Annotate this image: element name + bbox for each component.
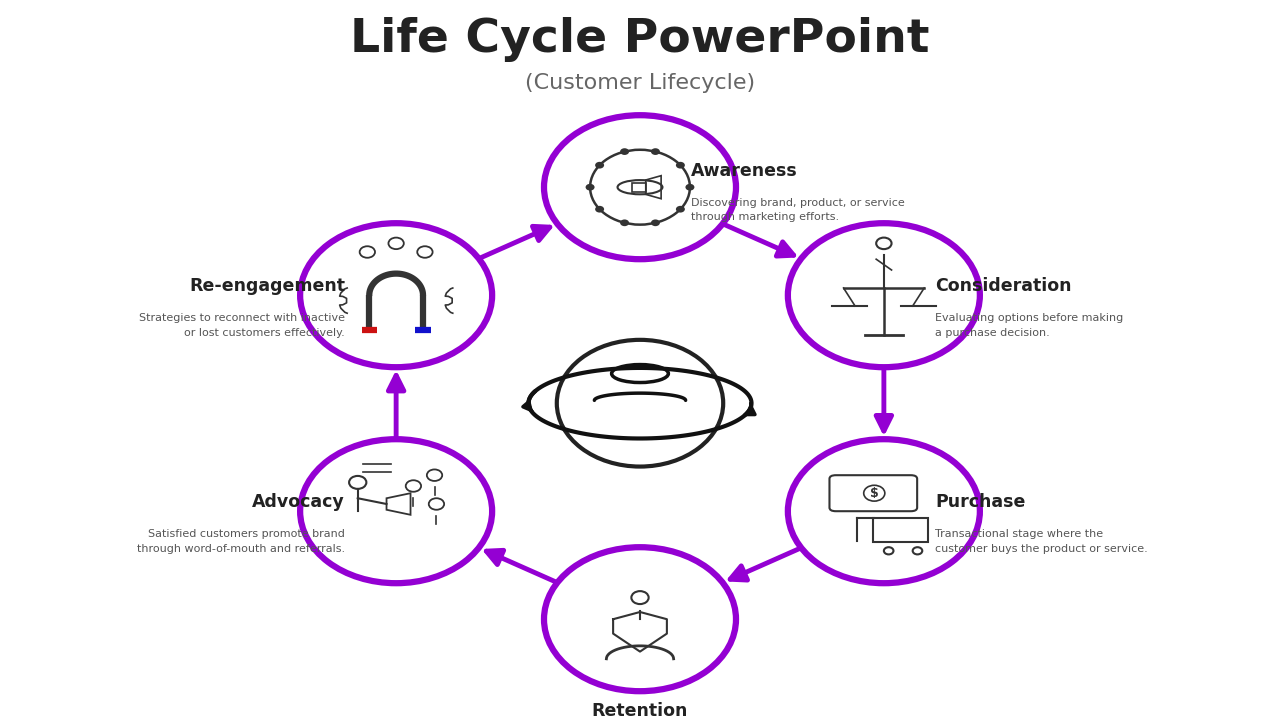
Text: (Customer Lifecycle): (Customer Lifecycle) [525, 73, 755, 93]
Text: Discovering brand, product, or service
through marketing efforts.: Discovering brand, product, or service t… [691, 198, 905, 222]
Text: Purchase: Purchase [936, 493, 1025, 511]
Text: Advocacy: Advocacy [252, 493, 344, 511]
Ellipse shape [544, 115, 736, 259]
Ellipse shape [685, 184, 695, 191]
Text: Life Cycle PowerPoint: Life Cycle PowerPoint [351, 17, 929, 62]
Ellipse shape [300, 439, 492, 583]
Ellipse shape [595, 206, 604, 212]
Ellipse shape [652, 148, 660, 155]
Text: Awareness: Awareness [691, 162, 797, 180]
Text: Satisfied customers promote brand
through word-of-mouth and referrals.: Satisfied customers promote brand throug… [137, 529, 344, 554]
Ellipse shape [620, 220, 628, 226]
Ellipse shape [544, 547, 736, 691]
Text: $: $ [870, 487, 878, 500]
Text: Retention: Retention [591, 702, 689, 720]
Ellipse shape [788, 439, 980, 583]
Text: Strategies to reconnect with inactive
or lost customers effectively.: Strategies to reconnect with inactive or… [140, 313, 344, 338]
Text: Re-engagement: Re-engagement [189, 277, 344, 295]
Text: Transactional stage where the
customer buys the product or service.: Transactional stage where the customer b… [936, 529, 1148, 554]
Ellipse shape [300, 223, 492, 367]
Ellipse shape [676, 162, 685, 168]
Text: Evaluating options before making
a purchase decision.: Evaluating options before making a purch… [936, 313, 1124, 338]
Ellipse shape [620, 148, 628, 155]
Ellipse shape [557, 340, 723, 467]
Ellipse shape [585, 184, 595, 191]
Ellipse shape [652, 220, 660, 226]
Ellipse shape [788, 223, 980, 367]
Text: Consideration: Consideration [936, 277, 1071, 295]
Ellipse shape [595, 162, 604, 168]
Ellipse shape [676, 206, 685, 212]
